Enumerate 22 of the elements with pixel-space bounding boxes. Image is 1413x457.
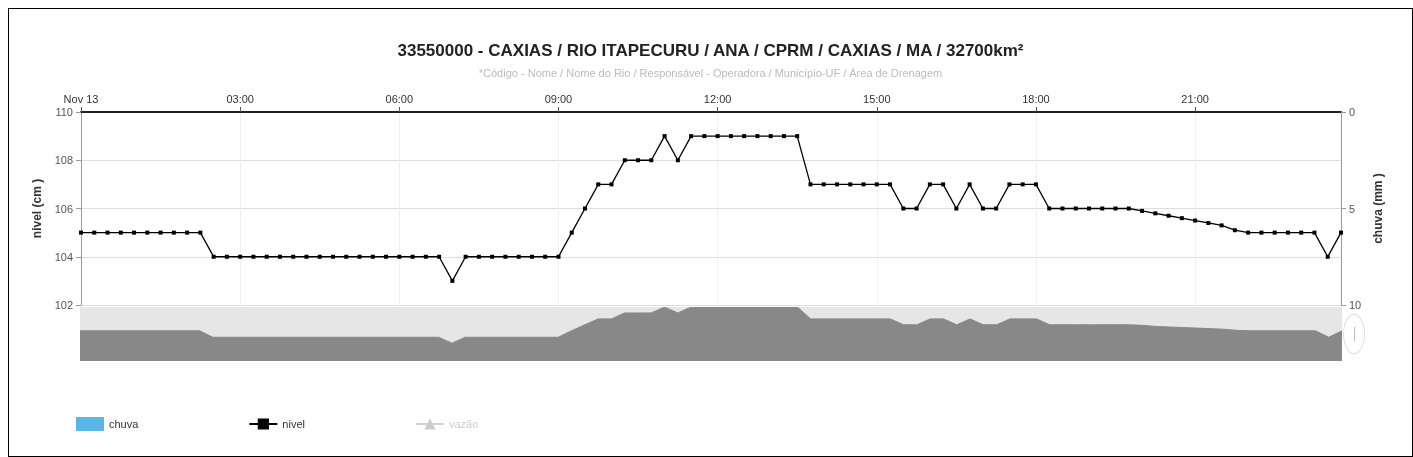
x-tick-label: Nov 13 [63,92,99,105]
x-tick-label: 06:00 [385,92,414,105]
y2-tick-label: 10 [1349,299,1362,311]
chart-title: 33550000 - CAXIAS / RIO ITAPECURU / ANA / CPRM / CAXIAS / MA / 32700km² [397,41,1024,60]
y2-tick-label: 0 [1349,106,1356,118]
y-tick-label: 104 [54,250,73,263]
x-tick-label: 18:00 [1022,92,1050,105]
x-tick-label: 03:00 [226,92,254,105]
x-tick-label: 12:00 [703,92,732,105]
x-tick-label: 21:00 [1181,92,1209,105]
legend-label: nivel [282,418,305,430]
y-tick-label: 108 [54,154,73,167]
y2-axis-title: chuva (mm ) [1371,173,1386,244]
y-axis-title: nivel (cm ) [30,178,44,239]
chart-subtitle: *Código - Nome / Nome do Rio / Responsável - Operadora / Município-UF / Área de Drenagem [478,66,943,79]
x-tick-label: 15:00 [863,92,891,105]
y-tick-label: 110 [55,106,73,118]
legend-label: chuva [109,418,140,430]
y2-tick-label: 5 [1349,202,1356,215]
y-tick-label: 102 [54,299,73,311]
x-tick-label: 09:00 [544,92,573,105]
y-tick-label: 106 [54,202,73,215]
